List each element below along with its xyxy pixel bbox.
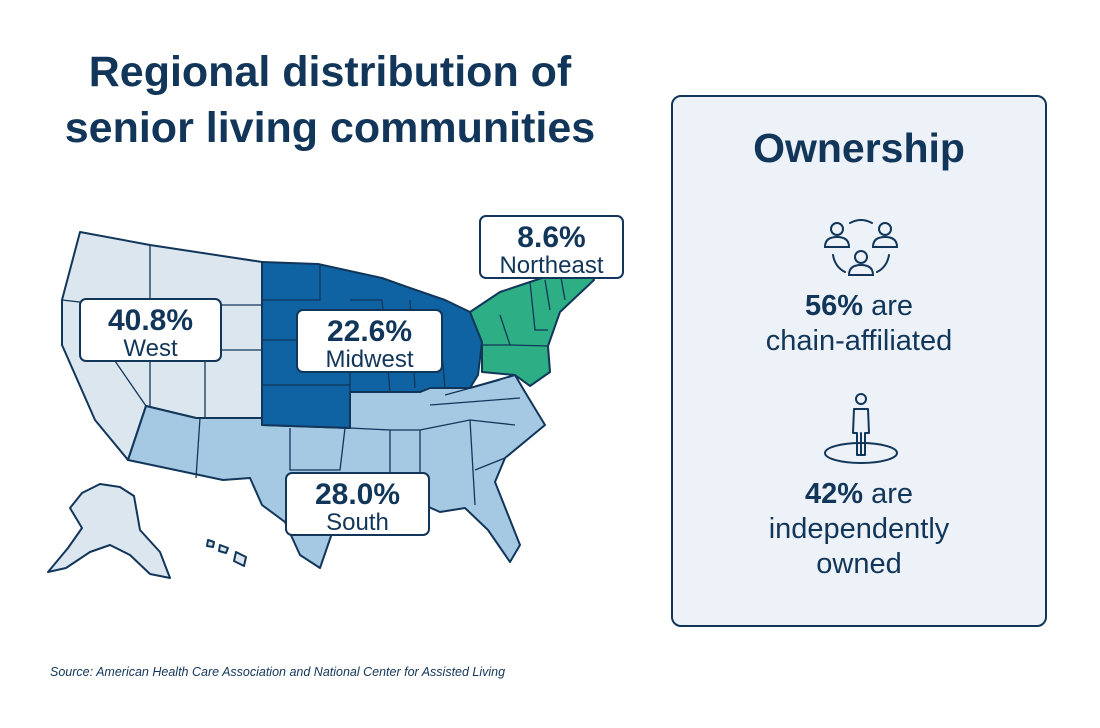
- ownership-panel: Ownership 56% are chain-affiliated 42% a…: [671, 95, 1047, 627]
- chain-text-1: are: [871, 290, 914, 322]
- northeast-label: 8.6% Northeast: [479, 215, 624, 279]
- page-title: Regional distribution of senior living c…: [30, 44, 630, 156]
- west-name: West: [123, 335, 178, 362]
- chain-affiliated-stat: 56% are chain-affiliated: [673, 289, 1045, 359]
- title-line-1: Regional distribution of: [88, 48, 572, 96]
- source-note: Source: American Health Care Association…: [50, 665, 506, 679]
- standing-person-icon: [824, 393, 898, 464]
- west-label: 40.8% West: [79, 298, 222, 362]
- south-percent: 28.0%: [314, 478, 401, 511]
- northeast-name: Northeast: [499, 252, 604, 279]
- independent-text-3: owned: [816, 548, 902, 580]
- title-line-2: senior living communities: [64, 104, 596, 152]
- south-name: South: [326, 509, 389, 536]
- network-people-icon: [823, 219, 899, 276]
- ownership-title: Ownership: [753, 125, 965, 171]
- independent-percent: 42%: [804, 478, 864, 510]
- chain-text-2: chain-affiliated: [765, 325, 953, 357]
- us-regions-map: [47, 231, 595, 579]
- midwest-name: Midwest: [325, 346, 414, 373]
- independent-text-1: are: [871, 478, 914, 510]
- hawaii: [206, 539, 247, 567]
- west-percent: 40.8%: [107, 304, 194, 337]
- midwest-label: 22.6% Midwest: [296, 309, 443, 373]
- alaska: [47, 483, 171, 579]
- chain-percent: 56%: [804, 290, 864, 322]
- independent-text-2: independently: [768, 513, 950, 545]
- independent-stat: 42% are independently owned: [673, 477, 1045, 582]
- south-label: 28.0% South: [285, 472, 430, 536]
- northeast-percent: 8.6%: [517, 221, 586, 254]
- midwest-percent: 22.6%: [326, 315, 413, 348]
